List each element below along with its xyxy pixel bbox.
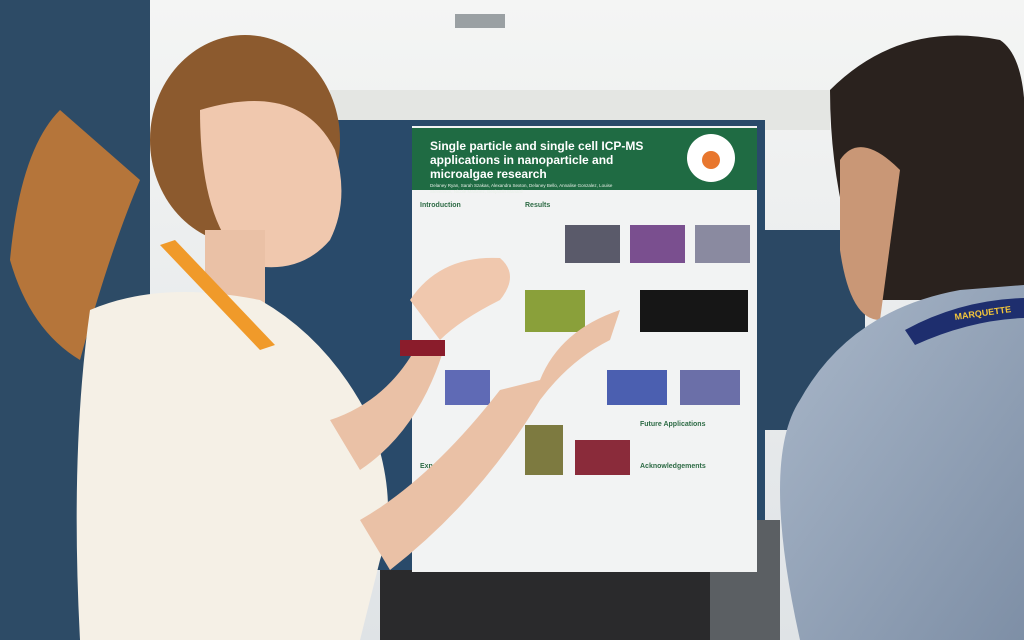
figure	[565, 225, 620, 263]
figure	[680, 370, 740, 405]
ponytail	[10, 110, 140, 360]
figure	[695, 225, 750, 263]
section-heading: Results	[525, 202, 550, 209]
top	[76, 292, 389, 640]
poster-title: applications in nanoparticle and	[430, 153, 613, 167]
section-heading: Acknowledgements	[640, 463, 706, 470]
poster-authors: Delaney Ryan, Sarah Szakas, Alexandra Se…	[430, 183, 613, 188]
hand	[410, 257, 510, 340]
figure	[575, 440, 630, 475]
presenter	[10, 35, 620, 640]
figure	[607, 370, 667, 405]
face	[200, 101, 342, 268]
shirt	[780, 285, 1024, 640]
paw	[702, 151, 720, 169]
table	[380, 570, 710, 640]
lanyard-blue	[905, 298, 1024, 345]
arm	[330, 340, 445, 470]
poster-title: Single particle and single cell ICP-MS	[430, 139, 643, 153]
visitor: MARQUETTE	[780, 35, 1024, 640]
face	[840, 147, 900, 320]
section-heading: Future Applications	[640, 421, 706, 428]
vent	[455, 14, 505, 28]
arm	[360, 310, 620, 570]
figure	[640, 290, 748, 332]
lanyard-orange	[160, 240, 275, 350]
poster-title: microalgae research	[430, 167, 547, 181]
figure	[525, 425, 563, 475]
figure	[525, 290, 585, 332]
figure	[445, 370, 490, 405]
section-heading: Introduction	[420, 202, 461, 209]
figure	[630, 225, 685, 263]
watch	[400, 340, 445, 356]
poster-authors: Stevenson, Nicole Martinez, Benjamin Man…	[430, 189, 523, 194]
